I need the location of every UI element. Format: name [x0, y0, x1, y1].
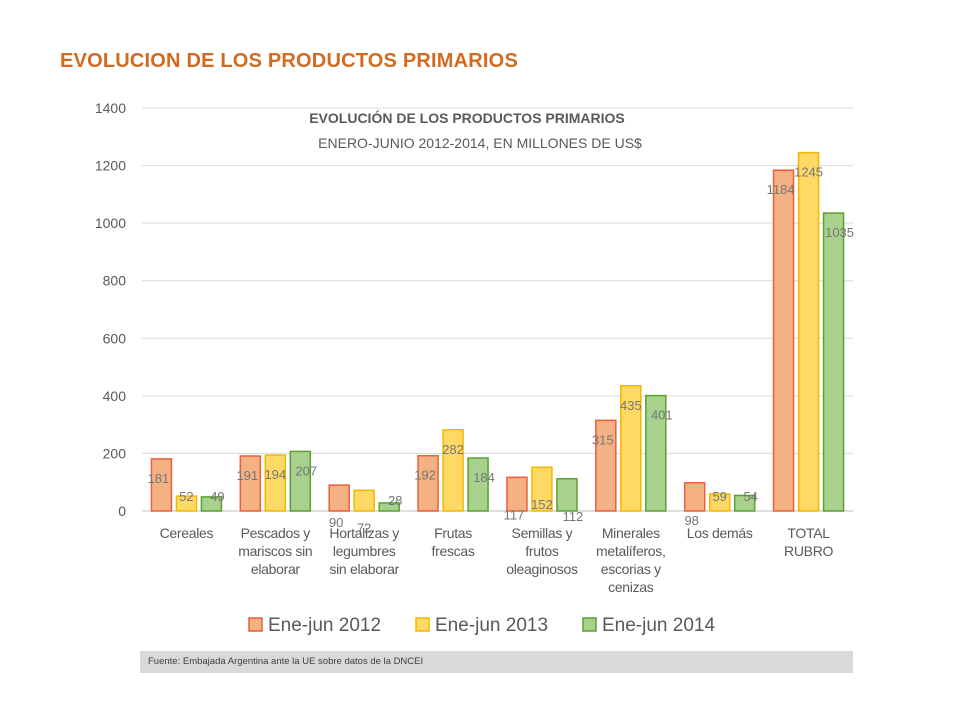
bar: [264, 454, 287, 512]
legend-swatch: [415, 617, 430, 632]
legend-swatch: [248, 617, 263, 632]
data-label: 1184: [767, 182, 795, 197]
x-axis-categories: Cereales Pescados y mariscos sin elaborar Ho…: [160, 525, 834, 595]
bar: [797, 151, 820, 512]
legend-label: Ene-jun 2013: [435, 615, 548, 636]
data-label: 28: [388, 493, 402, 508]
data-label: 98: [684, 513, 698, 528]
data-label: 54: [743, 489, 757, 504]
bar: [733, 494, 756, 512]
bar: [822, 212, 845, 512]
legend-label: Ene-jun 2012: [268, 615, 381, 636]
bar: [645, 394, 667, 512]
bar: [595, 419, 617, 512]
data-label: 191: [236, 468, 258, 483]
source-footer: Fuente: Embajada Argentina ante la UE so…: [140, 651, 853, 673]
bar: [239, 455, 262, 512]
category-label: Cereales: [160, 525, 214, 541]
data-label: 194: [264, 467, 286, 482]
y-tick-label: 800: [103, 273, 127, 289]
chart-legend: Ene-jun 2012 Ene-jun 2013 Ene-jun 2014: [248, 615, 715, 636]
chart-title: EVOLUCIÓN DE LOS PRODUCTOS PRIMARIOS: [309, 109, 625, 126]
category-label: Semillas y frutos oleaginosos: [506, 525, 578, 577]
y-tick-label: 200: [103, 445, 127, 461]
data-label: 315: [592, 432, 614, 447]
data-label: 207: [295, 463, 317, 478]
bar: [620, 385, 642, 512]
data-label: 49: [210, 489, 224, 504]
y-tick-label: 1000: [95, 215, 126, 231]
bar: [150, 458, 173, 512]
data-label: 152: [531, 497, 553, 512]
data-label: 184: [473, 470, 495, 485]
data-label: 1035: [825, 225, 854, 240]
legend-label: Ene-jun 2014: [602, 615, 715, 636]
bar: [289, 450, 312, 512]
bar: [442, 429, 464, 512]
y-tick-label: 400: [103, 388, 127, 404]
bar: [467, 457, 489, 512]
data-label: 181: [148, 471, 170, 486]
data-label: 72: [357, 520, 371, 535]
category-label: Minerales metalíferos, escorias y cenizas: [596, 525, 666, 595]
data-label: 192: [414, 468, 436, 483]
data-label: 90: [329, 515, 343, 530]
legend-swatch: [582, 617, 597, 632]
data-label: 117: [504, 507, 525, 522]
chart-subtitle: ENERO-JUNIO 2012-2014, EN MILLONES DE US…: [318, 135, 642, 151]
y-axis: 0 200 400 600 800 1000 1200 1400: [95, 100, 126, 519]
bar: [708, 493, 731, 512]
y-tick-label: 0: [118, 503, 126, 519]
data-label: 282: [442, 442, 464, 457]
data-label: 52: [179, 489, 193, 504]
page-title: EVOLUCION DE LOS PRODUCTOS PRIMARIOS: [60, 50, 518, 72]
category-label: Hortalizas y legumbres sin elaborar: [329, 525, 399, 577]
bar: [353, 489, 375, 512]
data-label: 435: [620, 398, 642, 413]
y-tick-label: 600: [103, 330, 127, 346]
chart-grid: [142, 107, 853, 512]
bar: [175, 495, 198, 512]
y-tick-label: 1400: [95, 100, 126, 116]
chart-bars: [150, 151, 845, 512]
data-label: 401: [651, 408, 673, 423]
data-label: 1245: [794, 165, 823, 180]
bar: [556, 478, 578, 512]
data-label: 112: [563, 509, 584, 524]
bar: [378, 502, 400, 512]
category-label: Frutas frescas: [432, 525, 475, 559]
y-tick-label: 1200: [95, 158, 126, 174]
category-label: Pescados y mariscos sin elaborar: [238, 525, 312, 577]
bar: [328, 484, 350, 512]
bar: [200, 496, 223, 512]
category-label: TOTAL RUBRO: [784, 525, 833, 559]
bar: [683, 482, 706, 512]
data-labels: 181 52 49 191 194 207 90 72 28 192 282 184 117 152 112…: [148, 165, 854, 536]
bar: [506, 476, 528, 512]
bar: [772, 169, 795, 512]
bar: [531, 466, 553, 512]
category-label: Los demás: [687, 525, 753, 541]
data-label: 59: [712, 489, 726, 504]
bar: [417, 454, 439, 512]
